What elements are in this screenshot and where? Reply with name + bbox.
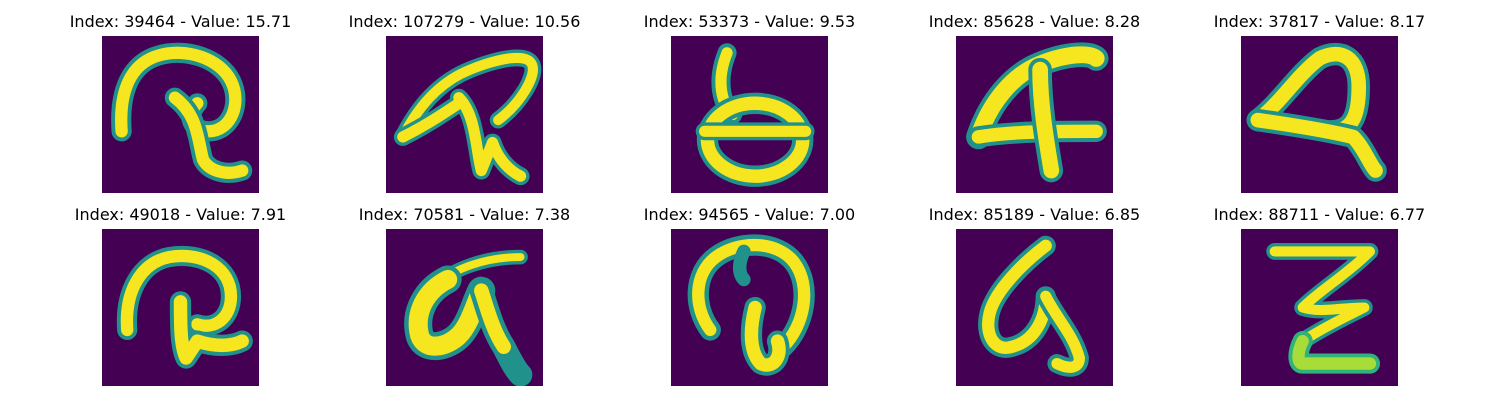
- panel-1: Index: 39464 - Value: 15.71: [38, 11, 323, 201]
- handwritten-glyph-icon: [956, 229, 1113, 386]
- panel-title: Index: 88711 - Value: 6.77: [1213, 205, 1426, 224]
- handwritten-glyph-icon: [102, 229, 259, 386]
- panel-4: Index: 85628 - Value: 8.28: [892, 11, 1177, 201]
- panel-2: Index: 107279 - Value: 10.56: [322, 11, 607, 201]
- handwritten-glyph-icon: [1241, 36, 1398, 193]
- handwritten-glyph-icon: [386, 36, 543, 193]
- handwritten-glyph-icon: [1241, 229, 1398, 386]
- panel-title: Index: 53373 - Value: 9.53: [643, 12, 856, 31]
- handwritten-glyph-icon: [102, 36, 259, 193]
- panel-title: Index: 94565 - Value: 7.00: [643, 205, 856, 224]
- panel-8: Index: 94565 - Value: 7.00: [607, 204, 892, 394]
- handwritten-glyph-icon: [671, 36, 828, 193]
- panel-9: Index: 85189 - Value: 6.85: [892, 204, 1177, 394]
- handwritten-glyph-icon: [671, 229, 828, 386]
- panel-title: Index: 85189 - Value: 6.85: [928, 205, 1141, 224]
- handwritten-glyph-icon: [956, 36, 1113, 193]
- handwritten-glyph-icon: [386, 229, 543, 386]
- panel-title: Index: 70581 - Value: 7.38: [358, 205, 571, 224]
- panel-10: Index: 88711 - Value: 6.77: [1177, 204, 1462, 394]
- panel-5: Index: 37817 - Value: 8.17: [1177, 11, 1462, 201]
- panel-title: Index: 107279 - Value: 10.56: [348, 12, 581, 31]
- panel-title: Index: 85628 - Value: 8.28: [928, 12, 1141, 31]
- panel-title: Index: 49018 - Value: 7.91: [74, 205, 287, 224]
- panel-6: Index: 49018 - Value: 7.91: [38, 204, 323, 394]
- panel-7: Index: 70581 - Value: 7.38: [322, 204, 607, 394]
- panel-title: Index: 37817 - Value: 8.17: [1213, 12, 1426, 31]
- panel-3: Index: 53373 - Value: 9.53: [607, 11, 892, 201]
- panel-title: Index: 39464 - Value: 15.71: [69, 12, 292, 31]
